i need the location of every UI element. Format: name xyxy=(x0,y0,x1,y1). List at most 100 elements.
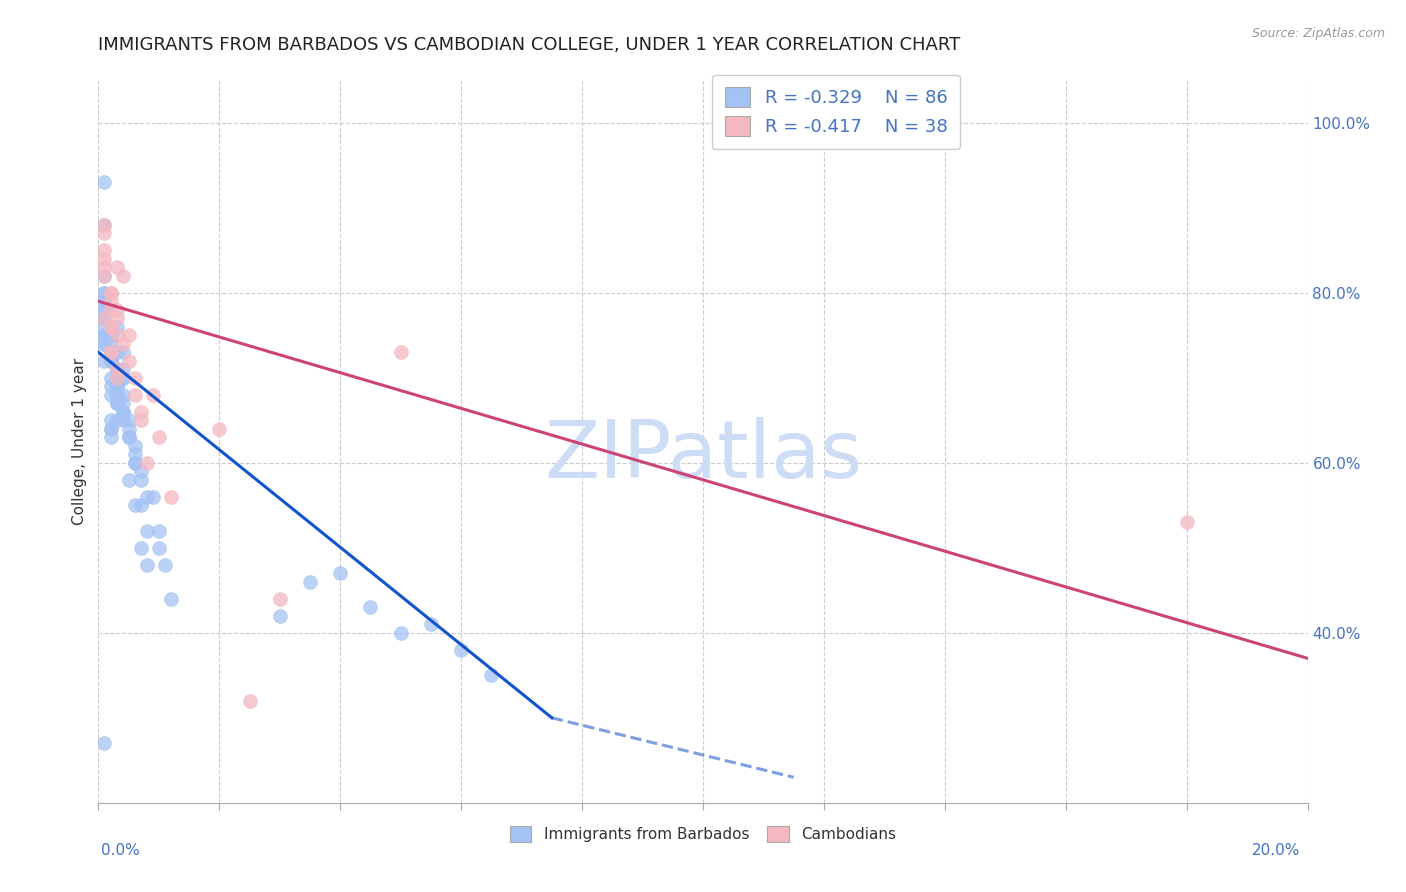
Point xyxy=(100,319,122,334)
Point xyxy=(100,353,122,368)
Point xyxy=(105,371,128,385)
Point xyxy=(118,422,141,436)
Point xyxy=(93,285,115,300)
Point xyxy=(135,490,157,504)
Point xyxy=(100,430,122,444)
Point xyxy=(420,617,443,632)
Point xyxy=(124,456,146,470)
Point xyxy=(118,353,141,368)
Point xyxy=(105,311,128,326)
Point xyxy=(299,574,322,589)
Point xyxy=(93,244,115,258)
Point xyxy=(105,396,128,410)
Point xyxy=(100,422,122,436)
Point xyxy=(135,558,157,572)
Point xyxy=(105,388,128,402)
Point xyxy=(93,353,115,368)
Point xyxy=(93,268,115,283)
Point xyxy=(93,336,115,351)
Point xyxy=(100,302,122,317)
Point xyxy=(105,388,128,402)
Y-axis label: College, Under 1 year: College, Under 1 year xyxy=(72,358,87,525)
Point xyxy=(105,328,128,343)
Point xyxy=(93,227,115,241)
Point xyxy=(129,541,152,555)
Point xyxy=(93,285,115,300)
Point xyxy=(105,362,128,376)
Point xyxy=(148,430,170,444)
Point xyxy=(129,413,152,427)
Point xyxy=(93,736,115,750)
Point xyxy=(124,371,146,385)
Point xyxy=(239,694,262,708)
Point xyxy=(111,345,134,359)
Point xyxy=(100,285,122,300)
Point xyxy=(100,371,122,385)
Point xyxy=(105,388,128,402)
Point xyxy=(100,413,122,427)
Point xyxy=(105,319,128,334)
Point xyxy=(118,413,141,427)
Point xyxy=(1175,516,1198,530)
Point xyxy=(481,668,503,682)
Point xyxy=(105,379,128,393)
Point xyxy=(153,558,176,572)
Point xyxy=(111,413,134,427)
Point xyxy=(124,447,146,461)
Point xyxy=(129,405,152,419)
Point xyxy=(208,422,231,436)
Point xyxy=(105,396,128,410)
Point xyxy=(148,541,170,555)
Point xyxy=(100,353,122,368)
Point xyxy=(100,319,122,334)
Point xyxy=(105,302,128,317)
Point xyxy=(142,388,165,402)
Text: IMMIGRANTS FROM BARBADOS VS CAMBODIAN COLLEGE, UNDER 1 YEAR CORRELATION CHART: IMMIGRANTS FROM BARBADOS VS CAMBODIAN CO… xyxy=(98,36,960,54)
Point xyxy=(100,345,122,359)
Point xyxy=(93,328,115,343)
Point xyxy=(329,566,352,581)
Point xyxy=(389,625,412,640)
Point xyxy=(93,302,115,317)
Point xyxy=(93,260,115,275)
Point xyxy=(111,268,134,283)
Point xyxy=(100,285,122,300)
Point xyxy=(111,371,134,385)
Point xyxy=(105,413,128,427)
Point xyxy=(100,328,122,343)
Point xyxy=(111,405,134,419)
Point xyxy=(360,600,382,615)
Point xyxy=(93,311,115,326)
Legend: Immigrants from Barbados, Cambodians: Immigrants from Barbados, Cambodians xyxy=(499,815,907,853)
Point xyxy=(105,345,128,359)
Point xyxy=(111,371,134,385)
Point xyxy=(124,439,146,453)
Point xyxy=(111,396,134,410)
Point xyxy=(389,345,412,359)
Point xyxy=(142,490,165,504)
Point xyxy=(148,524,170,538)
Point xyxy=(105,371,128,385)
Point xyxy=(93,218,115,232)
Point xyxy=(269,591,291,606)
Point xyxy=(124,456,146,470)
Point xyxy=(118,328,141,343)
Point xyxy=(111,362,134,376)
Point xyxy=(118,430,141,444)
Point xyxy=(93,311,115,326)
Point xyxy=(100,294,122,309)
Point xyxy=(129,464,152,478)
Point xyxy=(93,294,115,309)
Point xyxy=(111,388,134,402)
Point xyxy=(269,608,291,623)
Point xyxy=(129,498,152,512)
Point xyxy=(93,268,115,283)
Point xyxy=(124,388,146,402)
Point xyxy=(93,311,115,326)
Point xyxy=(100,345,122,359)
Point xyxy=(105,362,128,376)
Point xyxy=(111,336,134,351)
Point xyxy=(135,524,157,538)
Point xyxy=(100,422,122,436)
Point xyxy=(111,405,134,419)
